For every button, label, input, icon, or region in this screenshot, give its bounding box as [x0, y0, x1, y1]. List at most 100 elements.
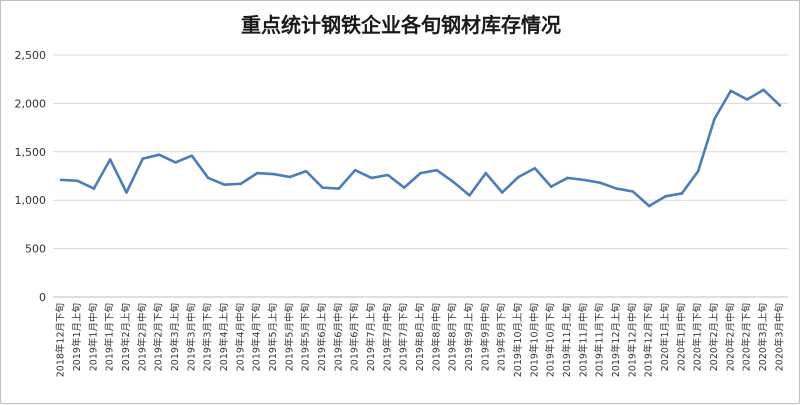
data-point	[729, 89, 733, 93]
series-line	[59, 88, 782, 208]
data-point	[76, 179, 79, 183]
x-tick-label: 2020年2月下旬	[741, 303, 753, 371]
x-tick-label: 2019年11月下旬	[594, 303, 606, 377]
data-point	[190, 154, 194, 157]
x-tick-label: 2019年3月上旬	[169, 303, 181, 371]
x-tick-label: 2019年5月下旬	[300, 303, 312, 371]
x-tick-label: 2019年2月上旬	[120, 303, 132, 371]
x-tick-label: 2019年8月中旬	[430, 303, 442, 371]
x-tick-label: 2020年3月上旬	[757, 303, 769, 371]
chart-title: 重点统计钢铁企业各旬钢材库存情况	[241, 13, 561, 37]
x-tick-label: 2020年1月中旬	[675, 303, 687, 371]
x-tick-label: 2019年6月中旬	[332, 303, 344, 371]
x-tick-label: 2020年2月中旬	[724, 303, 736, 371]
data-point	[304, 169, 308, 173]
data-point	[566, 176, 569, 180]
x-tick-label: 2019年7月下旬	[398, 303, 410, 371]
x-tick-label: 2019年2月中旬	[136, 303, 148, 371]
data-point	[239, 182, 243, 186]
data-point	[778, 104, 782, 107]
data-point	[500, 191, 504, 194]
x-tick-label: 2019年1月上旬	[71, 303, 83, 371]
data-point	[680, 192, 684, 195]
data-point	[484, 171, 488, 175]
x-tick-label: 2019年12月下旬	[643, 303, 655, 377]
x-tick-label: 2020年1月下旬	[692, 303, 704, 371]
x-tick-label: 2018年12月下旬	[55, 303, 67, 377]
x-tick-label: 2019年3月下旬	[202, 303, 214, 371]
y-tick-label: 0	[39, 291, 46, 304]
data-point	[59, 178, 63, 182]
x-tick-label: 2020年3月中旬	[773, 303, 785, 371]
x-tick-label: 2019年8月上旬	[414, 303, 426, 371]
x-tick-label: 2019年12月中旬	[626, 303, 638, 377]
x-tick-label: 2019年7月中旬	[381, 303, 393, 371]
x-tick-label: 2020年1月上旬	[659, 303, 671, 371]
x-tick-label: 2019年10月中旬	[528, 303, 540, 377]
data-point	[353, 168, 357, 172]
x-tick-label: 2020年2月上旬	[708, 303, 720, 371]
x-tick-label: 2019年5月上旬	[267, 303, 279, 371]
x-tick-label: 2019年4月下旬	[251, 303, 263, 371]
data-point	[468, 194, 471, 197]
x-tick-label: 2019年1月中旬	[87, 303, 99, 371]
data-point	[386, 173, 390, 177]
x-tick-label: 2019年12月上旬	[610, 303, 622, 377]
x-tick-label: 2019年6月下旬	[349, 303, 361, 371]
x-tick-label: 2019年2月下旬	[153, 303, 165, 371]
data-point	[533, 166, 537, 170]
data-point	[288, 175, 292, 179]
data-point	[647, 204, 651, 208]
y-tick-label: 500	[25, 243, 46, 256]
data-point	[435, 168, 439, 172]
data-point	[141, 157, 145, 160]
x-tick-label: 2019年4月上旬	[218, 303, 230, 371]
x-tick-label: 2019年10月下旬	[545, 303, 557, 377]
x-tick-label: 2019年5月中旬	[283, 303, 295, 371]
data-point	[631, 190, 635, 193]
x-tick-label: 2019年1月下旬	[104, 303, 116, 371]
data-point	[206, 176, 210, 180]
x-tick-label: 2019年7月上旬	[365, 303, 377, 371]
grid-layer	[53, 54, 788, 298]
data-point	[125, 191, 128, 194]
y-tick-label: 1,000	[15, 194, 47, 207]
x-tick-label: 2019年10月上旬	[512, 303, 524, 377]
data-point	[615, 187, 618, 190]
data-point	[272, 172, 275, 176]
data-point	[108, 158, 112, 161]
data-point	[174, 161, 177, 164]
x-tick-label: 2019年3月中旬	[185, 303, 197, 371]
data-point	[549, 185, 553, 188]
x-axis-ticks: 2018年12月下旬 2019年1月上旬 2019年1月中旬 2019年1月下旬 201…	[55, 303, 786, 377]
series-layer	[59, 88, 782, 208]
data-point	[223, 183, 226, 187]
data-point	[337, 187, 341, 190]
x-tick-label: 2019年9月上旬	[463, 303, 475, 371]
data-point	[255, 171, 259, 175]
data-point	[517, 175, 520, 179]
x-tick-label: 2019年6月上旬	[316, 303, 328, 371]
x-tick-label: 2019年9月下旬	[496, 303, 508, 371]
y-tick-label: 1,500	[15, 146, 47, 159]
data-point	[321, 186, 324, 189]
data-point	[157, 153, 161, 157]
x-tick-label: 2019年11月中旬	[577, 303, 589, 377]
x-tick-label: 2019年11月上旬	[561, 303, 573, 377]
y-axis-ticks: 0 500 1,000 1,500 2,000 2,500	[15, 49, 47, 304]
data-point	[370, 176, 373, 180]
data-point	[92, 187, 96, 190]
data-point	[598, 181, 602, 185]
data-point	[402, 186, 406, 189]
data-point	[451, 180, 455, 184]
data-point	[664, 195, 667, 198]
data-point	[582, 178, 586, 182]
data-point	[762, 88, 765, 92]
data-point	[696, 169, 700, 173]
x-tick-label: 2019年8月下旬	[447, 303, 459, 371]
y-tick-label: 2,500	[15, 49, 47, 62]
x-tick-label: 2019年4月中旬	[234, 303, 246, 371]
data-point	[745, 98, 749, 101]
